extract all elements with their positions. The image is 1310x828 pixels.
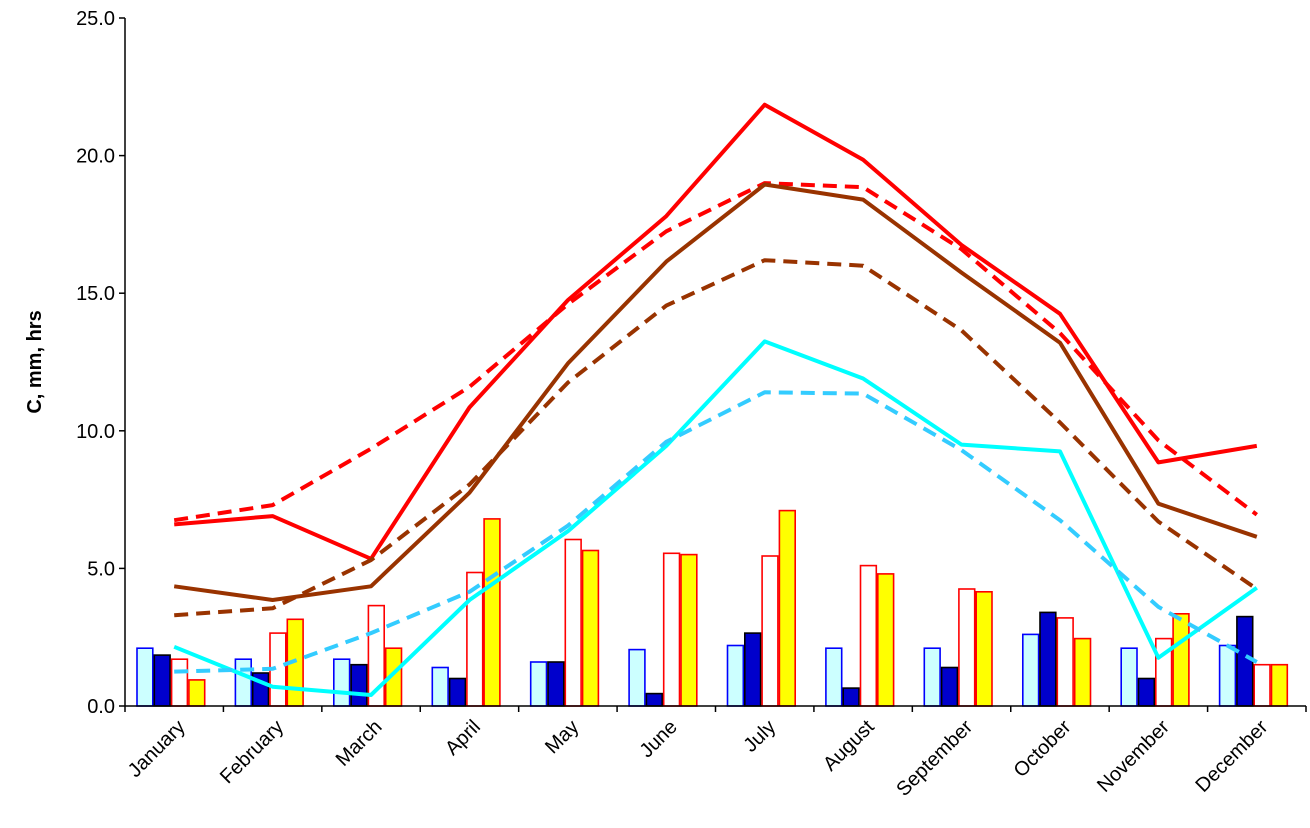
bar-series-3-june [662,552,681,707]
bar-series-1-september [923,647,941,707]
bar-series-2-august [842,687,860,707]
bar-series-3-august [859,564,878,707]
y-tick-label: 20.0 [76,146,115,168]
bar-series-2-october [1039,611,1057,707]
bar-series-2-june [645,692,664,707]
bar-series-2-december [1236,615,1254,707]
x-tick-label-april: April [441,716,485,760]
bar-series-2-april [448,677,467,707]
bar-series-3-january [170,658,189,707]
bars-layer [136,509,1289,707]
bar-series-3-september [958,588,976,707]
x-tick-label-march: March [332,716,387,771]
bar-series-1-june [628,648,646,707]
bar-series-2-july [743,632,762,707]
bar-series-4-june [680,553,698,707]
bar-series-2-march [350,663,368,707]
bar-series-1-october [1021,633,1040,707]
x-ticks: January February March April May June July Augu… [124,706,1307,801]
x-tick-label-november: November [1093,716,1174,797]
bar-series-4-april [483,518,501,707]
x-tick-label-may: May [541,716,583,758]
bar-series-4-october [1073,637,1092,707]
line-series-6 [174,390,1258,674]
bar-series-2-may [547,661,565,707]
line-series-5 [173,339,1258,697]
bar-series-1-january [136,647,154,707]
bar-series-3-july [761,555,779,707]
bar-series-4-january [188,679,206,707]
y-axis-title: C, mm, hrs [24,310,46,413]
bar-series-4-july [778,509,797,707]
x-tick-label-february: February [216,716,288,788]
bar-series-1-july [726,644,745,707]
bar-series-1-december [1218,644,1237,707]
bar-series-4-august [876,573,895,707]
y-ticks: 0.0 5.0 10.0 15.0 20.0 25.0 [76,8,125,718]
x-tick-label-january: January [124,716,190,782]
bar-series-4-december [1270,663,1289,707]
y-tick-label: 5.0 [87,558,115,580]
line-series-1 [174,102,1258,561]
y-tick-label: 10.0 [76,421,115,443]
x-tick-label-december: December [1192,716,1273,797]
line-series-4 [174,258,1258,618]
bar-series-1-may [529,661,548,707]
bar-series-1-august [825,647,843,707]
y-tick-label: 15.0 [76,283,115,305]
bar-series-4-november [1172,612,1190,707]
x-tick-label-october: October [1010,716,1076,782]
bar-series-3-october [1056,617,1074,707]
x-tick-label-august: August [819,716,879,776]
x-tick-label-july: July [740,716,781,757]
bar-series-1-november [1120,647,1138,707]
lines-layer [173,102,1259,697]
line-series-2 [173,181,1259,523]
bar-series-2-september [940,666,959,707]
bar-series-4-september [975,590,993,707]
bar-series-3-may [564,538,582,707]
bar-series-3-december [1253,663,1271,707]
bar-series-1-april [431,666,449,707]
y-tick-label: 0.0 [87,696,115,718]
bar-series-1-march [332,658,351,707]
bar-series-1-february [234,658,252,707]
bar-series-4-may [581,549,600,707]
bar-series-2-january [153,654,171,707]
bar-series-2-november [1137,677,1156,707]
x-tick-label-june: June [636,716,682,762]
x-tick-label-september: September [892,716,977,801]
line-series-3 [173,182,1258,602]
y-tick-label: 25.0 [76,8,115,30]
